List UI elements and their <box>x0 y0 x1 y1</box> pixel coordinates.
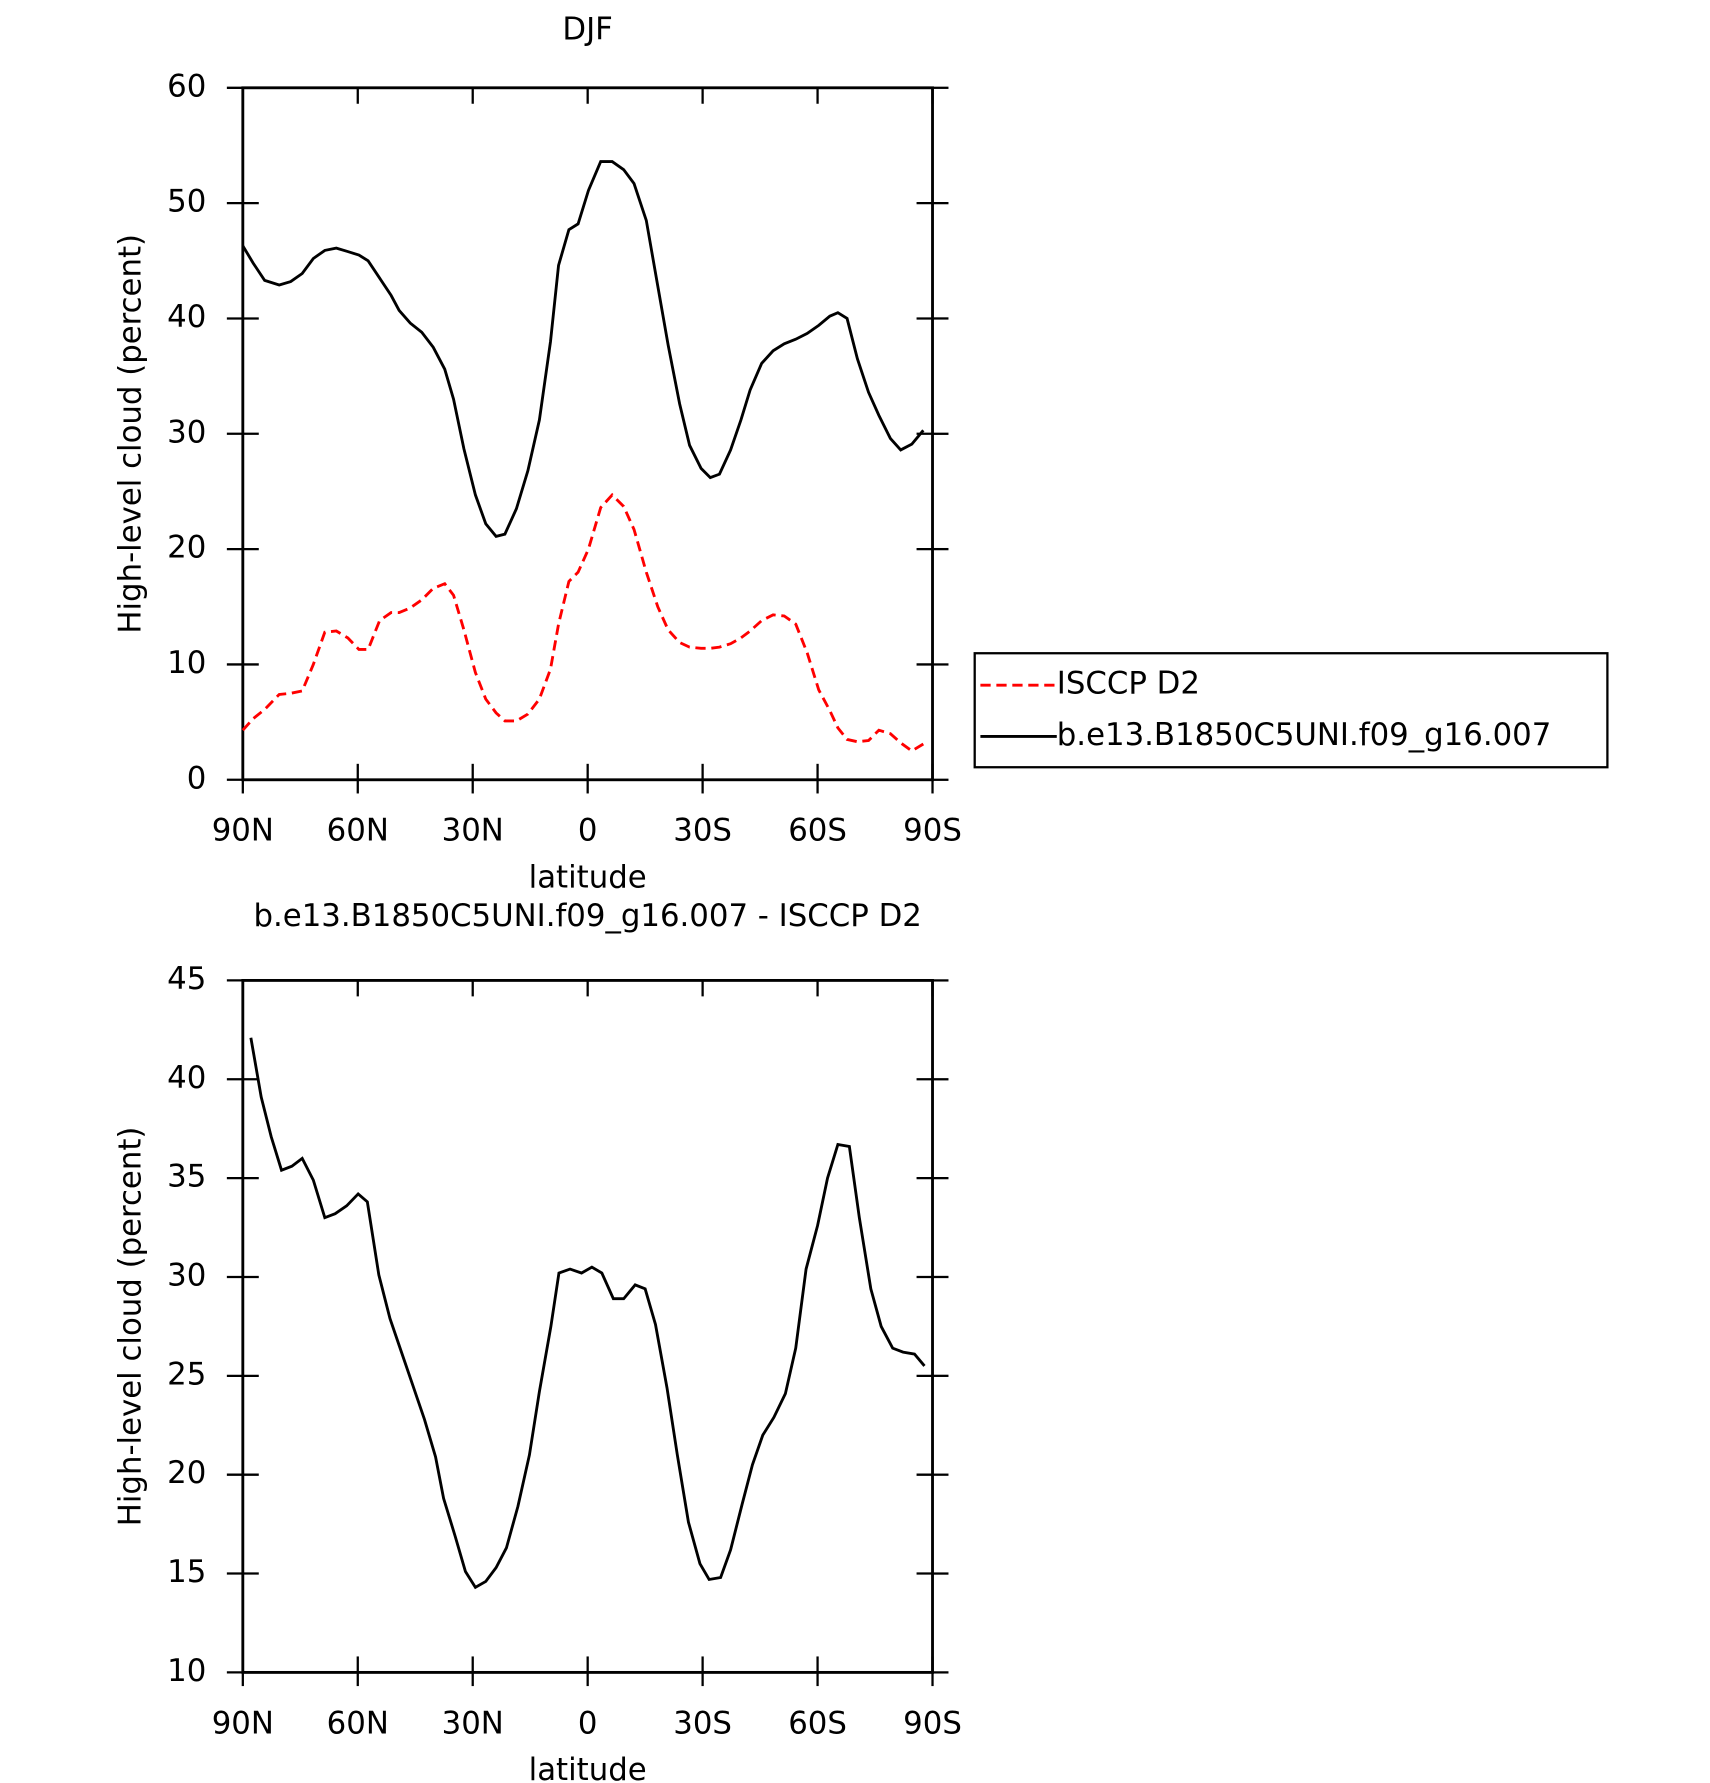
y-tick-label: 10 <box>167 645 206 681</box>
y-axis-label: High-level cloud (percent) <box>113 234 149 634</box>
y-tick-label: 0 <box>187 760 207 796</box>
y-tick-label: 30 <box>167 414 206 450</box>
y-tick-label: 40 <box>167 1060 206 1096</box>
data-line <box>241 492 925 753</box>
data-line <box>249 1037 926 1590</box>
x-tick-label: 60N <box>327 1705 389 1741</box>
y-tick-label: 40 <box>167 299 206 335</box>
x-tick-label: 90S <box>903 1705 962 1741</box>
chart-title: b.e13.B1850C5UNI.f09_g16.007 - ISCCP D2 <box>253 898 921 934</box>
x-tick-label: 30N <box>442 813 504 849</box>
y-tick-label: 20 <box>167 530 206 566</box>
x-axis-label: latitude <box>529 1752 647 1783</box>
x-tick-label: 60N <box>327 813 389 849</box>
x-tick-label: 60S <box>788 1705 847 1741</box>
x-tick-label: 90N <box>212 1705 274 1741</box>
y-tick-label: 25 <box>167 1356 206 1392</box>
legend-box <box>973 652 1609 769</box>
y-tick-label: 15 <box>167 1554 206 1590</box>
x-tick-label: 90S <box>903 813 962 849</box>
y-tick-label: 45 <box>167 961 206 997</box>
x-tick-label: 60S <box>788 813 847 849</box>
y-tick-label: 10 <box>167 1653 206 1689</box>
plot-frame <box>241 86 934 782</box>
x-axis-label: latitude <box>529 859 647 895</box>
x-tick-label: 0 <box>578 813 598 849</box>
x-tick-label: 90N <box>212 813 274 849</box>
x-tick-label: 30S <box>673 813 732 849</box>
plot-frame <box>241 978 934 1674</box>
x-tick-label: 30N <box>442 1705 504 1741</box>
y-axis-label: High-level cloud (percent) <box>113 1127 149 1527</box>
x-tick-label: 0 <box>578 1705 598 1741</box>
y-tick-label: 35 <box>167 1159 206 1195</box>
legend-label: b.e13.B1850C5UNI.f09_g16.007 <box>1057 717 1552 753</box>
data-line <box>241 160 925 539</box>
y-tick-label: 60 <box>167 68 206 104</box>
y-tick-label: 30 <box>167 1257 206 1293</box>
x-tick-label: 30S <box>673 1705 732 1741</box>
chart-title: DJF <box>562 11 612 47</box>
y-tick-label: 50 <box>167 184 206 220</box>
legend-label: ISCCP D2 <box>1057 666 1200 702</box>
y-tick-label: 20 <box>167 1455 206 1491</box>
